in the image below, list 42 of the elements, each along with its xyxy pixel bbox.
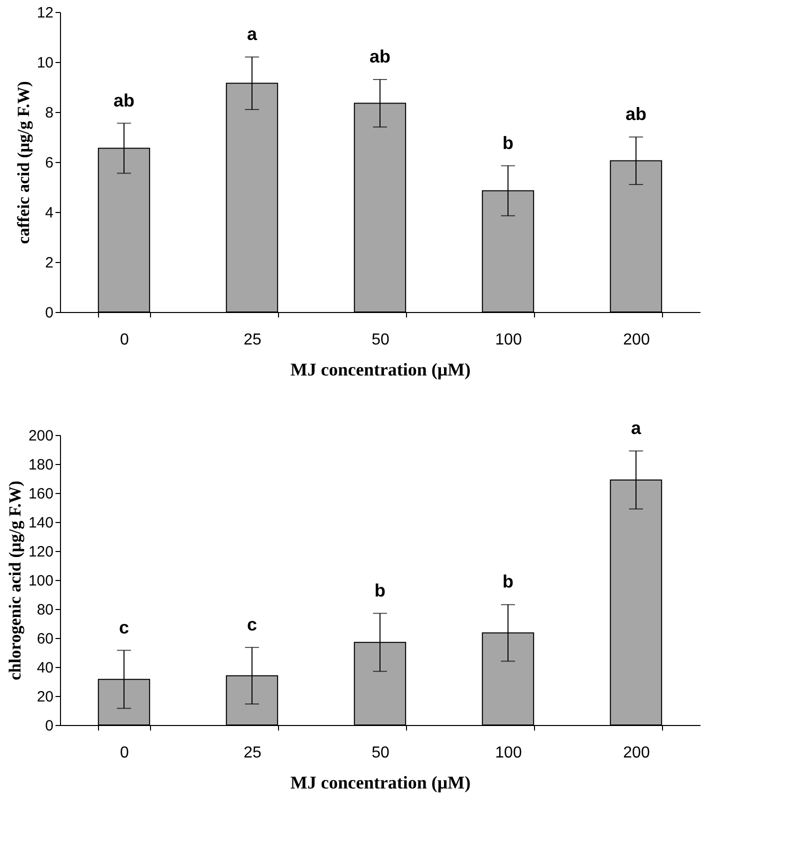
x-tick-label: 100 [495, 332, 522, 348]
annotation: a [246, 24, 258, 44]
annotation: c [118, 617, 130, 638]
y-tick-label: 8 [45, 104, 54, 122]
y-tick-label: 6 [45, 154, 54, 172]
x-tick-label: 25 [244, 332, 262, 348]
annotation: b [502, 572, 514, 592]
y-tick-label: 200 [28, 428, 54, 444]
y-tick-label: 100 [28, 572, 54, 590]
x-tick-label: 50 [372, 744, 390, 762]
y-axis-title: caffeic acid (μg/g F.W) [14, 81, 33, 244]
annotation: b [502, 132, 514, 153]
annotation: c [246, 614, 258, 634]
annotation: ab [113, 90, 135, 110]
y-tick-label: 0 [45, 718, 54, 734]
y-tick-label: 20 [36, 688, 54, 706]
y-tick-label: 60 [36, 630, 54, 648]
x-tick-label: 50 [372, 332, 390, 348]
y-tick-label: 180 [28, 456, 54, 474]
y-tick-label: 160 [28, 486, 54, 502]
y-tick-label: 12 [36, 4, 54, 22]
x-tick-label: 200 [623, 332, 650, 348]
y-axis-title: chlorogenic acid (μg/g F.W) [5, 480, 24, 680]
y-tick-label: 120 [28, 544, 54, 560]
y-tick-label: 4 [45, 204, 54, 222]
y-tick-label: 40 [36, 660, 54, 676]
annotation: b [374, 580, 386, 600]
y-tick-label: 140 [28, 514, 54, 532]
y-tick-label: 80 [36, 602, 54, 618]
x-tick-label: 25 [244, 744, 262, 762]
x-tick-label: 0 [120, 744, 130, 762]
annotation: a [630, 418, 642, 438]
x-tick-label: 100 [495, 744, 522, 762]
annotation: ab [625, 104, 647, 124]
y-tick-label: 2 [45, 254, 54, 272]
x-axis-title: MJ concentration (μM) [290, 772, 471, 792]
y-tick-label: 10 [36, 54, 54, 72]
x-tick-label: 200 [623, 744, 650, 762]
y-tick-label: 0 [45, 304, 54, 322]
x-axis-title: MJ concentration (μM) [290, 360, 471, 380]
annotation: ab [369, 46, 391, 66]
x-tick-label: 0 [120, 332, 130, 348]
